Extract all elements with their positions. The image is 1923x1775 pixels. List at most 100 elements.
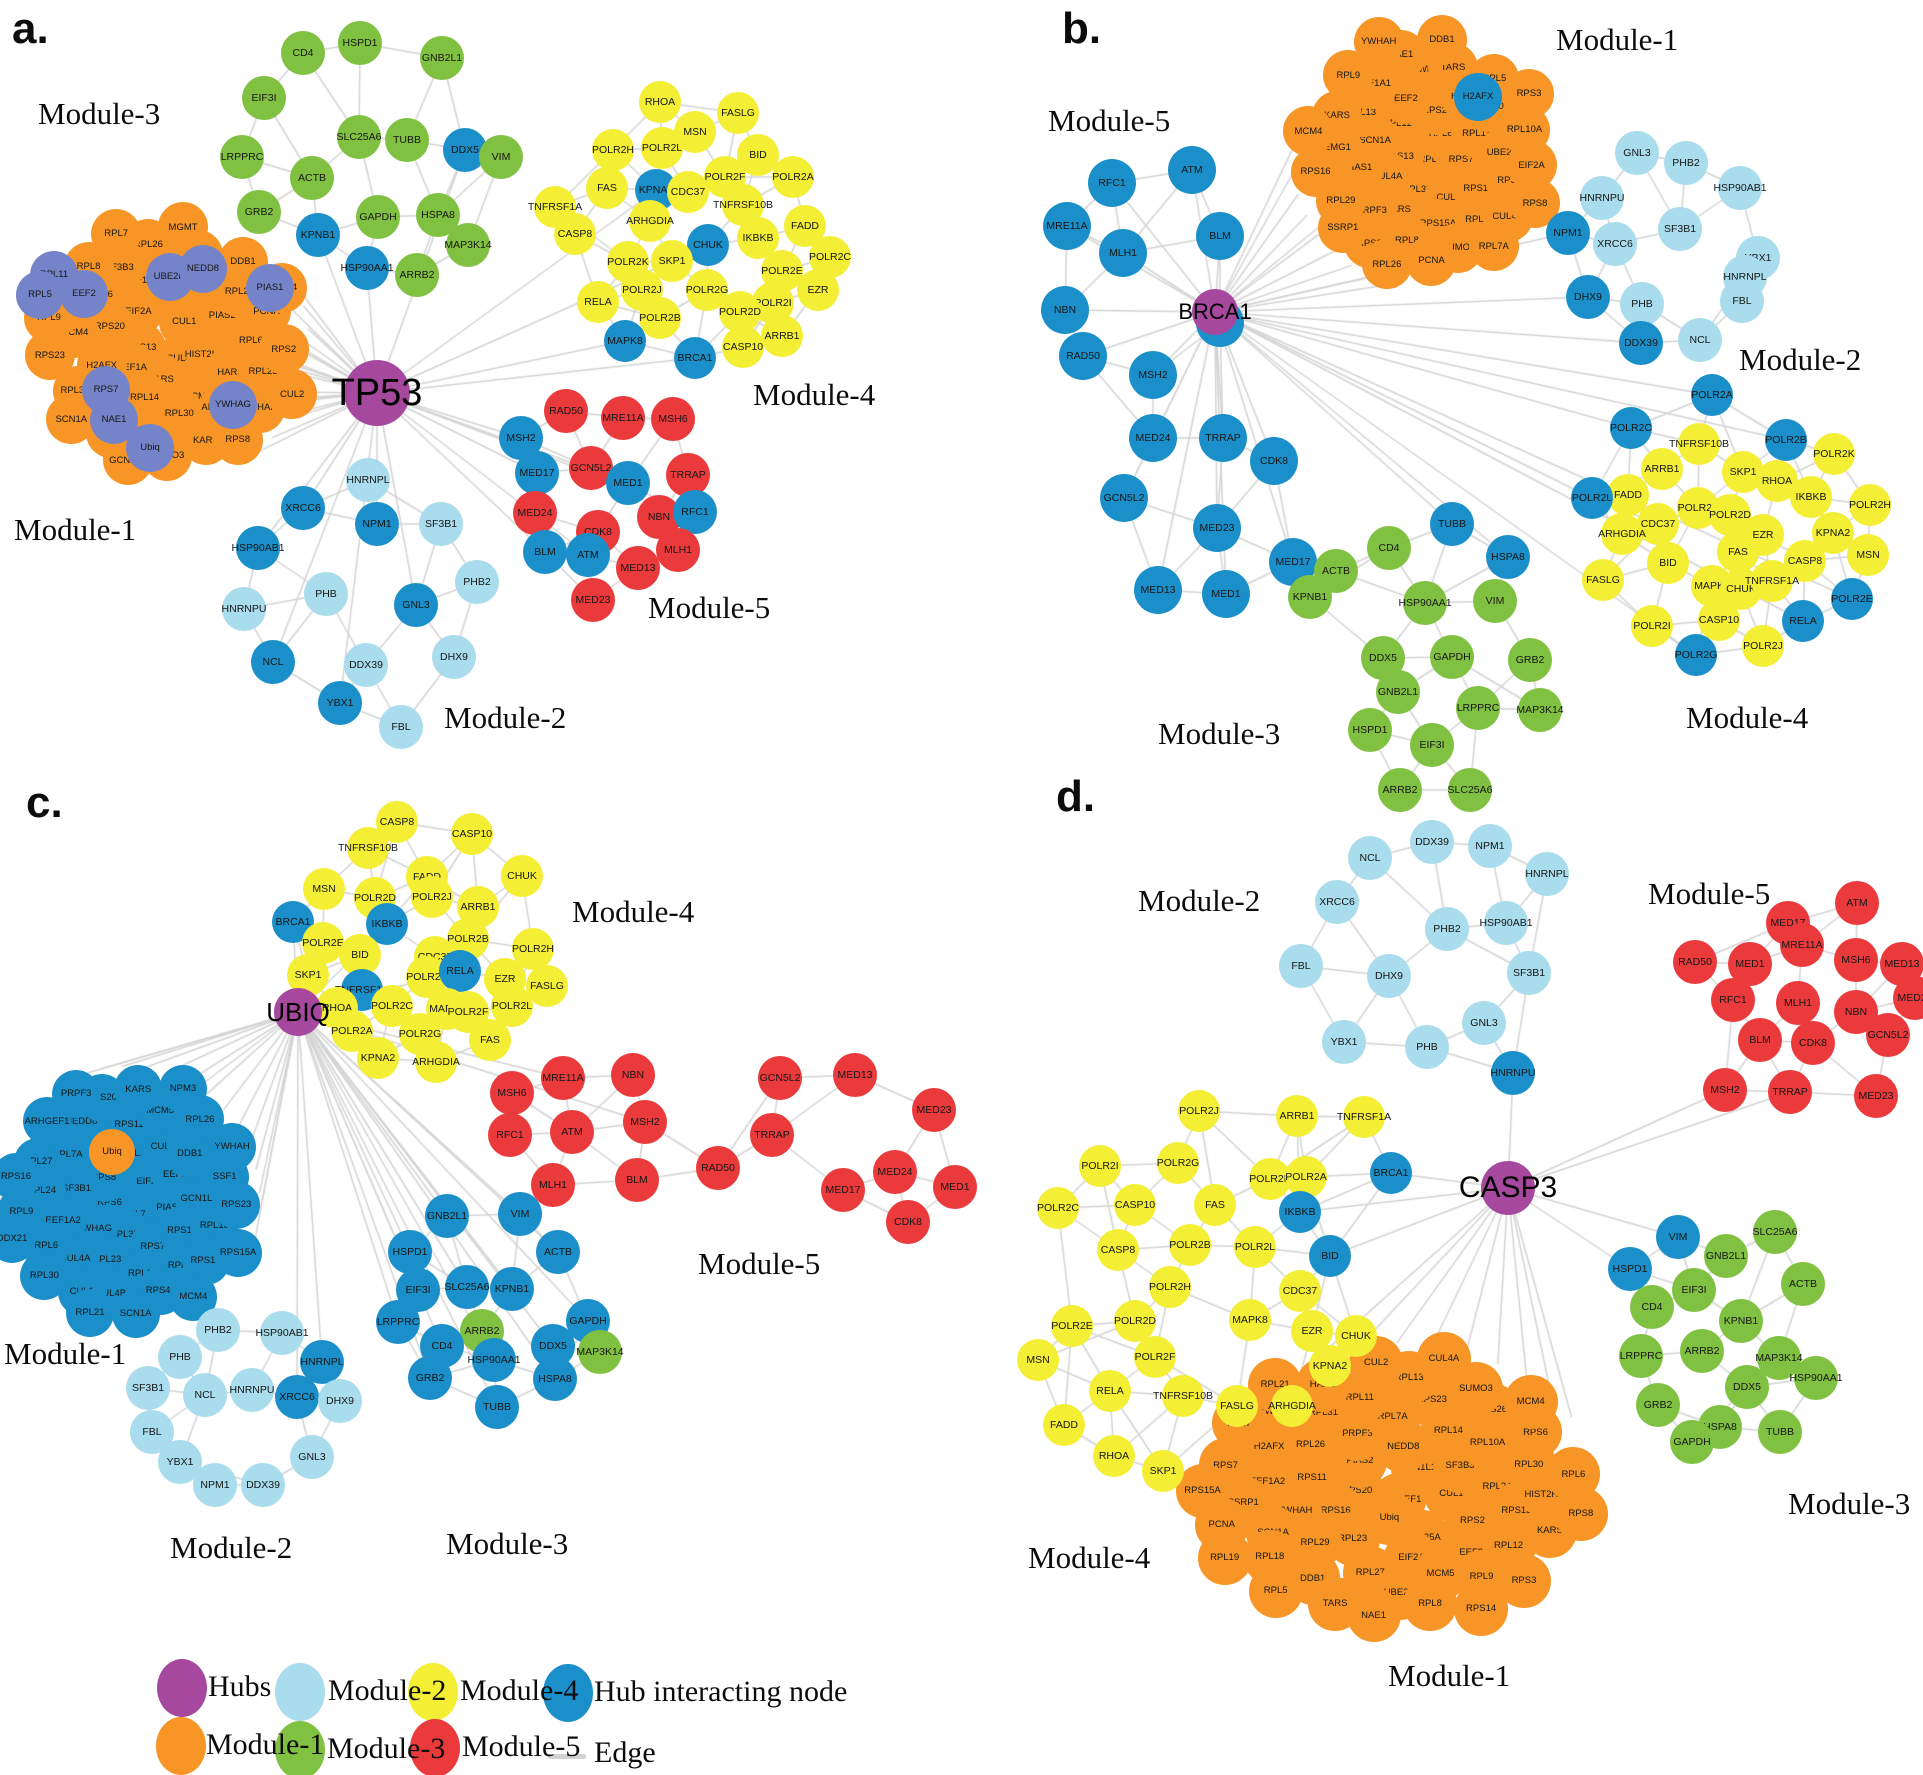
node-mgmt[interactable]: MGMT: [158, 202, 209, 253]
node-ubiq[interactable]: Ubiq: [126, 424, 174, 472]
node-polr2j[interactable]: POLR2J: [411, 876, 453, 918]
node-blm[interactable]: BLM: [1738, 1018, 1782, 1062]
node-rfc1[interactable]: RFC1: [1088, 159, 1136, 207]
node-polr2l[interactable]: POLR2L: [1234, 1226, 1276, 1268]
node-ikbkb[interactable]: IKBKB: [1279, 1191, 1321, 1233]
node-faslg[interactable]: FASLG: [1582, 559, 1624, 601]
node-gapdh[interactable]: GAPDH: [1430, 635, 1474, 679]
node-rad50[interactable]: RAD50: [696, 1146, 740, 1190]
node-bid[interactable]: BID: [1309, 1235, 1351, 1277]
node-phb2[interactable]: PHB2: [196, 1308, 240, 1352]
node-polr2i[interactable]: POLR2I: [1631, 605, 1673, 647]
node-mapk8[interactable]: MAPK8: [1229, 1299, 1271, 1341]
node-rps15a[interactable]: RPS15A: [1175, 1464, 1230, 1519]
node-kars[interactable]: KARS: [114, 1065, 163, 1114]
node-ddx39[interactable]: DDX39: [1619, 321, 1663, 365]
node-mre11a[interactable]: MRE11A: [541, 1056, 585, 1100]
node-skp1[interactable]: SKP1: [651, 240, 693, 282]
node-tnfrsf10b[interactable]: TNFRSF10B: [338, 827, 398, 869]
node-fas[interactable]: FAS: [1194, 1184, 1236, 1226]
node-actb[interactable]: ACTB: [290, 156, 334, 200]
node-polr2d[interactable]: POLR2D: [1114, 1300, 1156, 1342]
node-npm1[interactable]: NPM1: [193, 1463, 237, 1507]
node-med24[interactable]: MED24: [1129, 414, 1177, 462]
node-hsp90ab1[interactable]: HSP90AB1: [231, 526, 285, 570]
node-mcm4[interactable]: MCM4: [1283, 106, 1334, 157]
node-rps16[interactable]: RPS16: [0, 1153, 40, 1202]
node-phb[interactable]: PHB: [304, 572, 348, 616]
node-polr2g[interactable]: POLR2G: [1675, 634, 1717, 676]
node-xrcc6[interactable]: XRCC6: [275, 1375, 319, 1419]
node-msh2[interactable]: MSH2: [1129, 351, 1177, 399]
node-polr2i[interactable]: POLR2I: [1079, 1145, 1121, 1187]
node-lrpprc[interactable]: LRPPRC: [220, 135, 264, 179]
node-rpl5[interactable]: RPL5: [16, 271, 64, 319]
node-vim[interactable]: VIM: [498, 1192, 542, 1236]
node-mlh1[interactable]: MLH1: [656, 528, 700, 572]
node-polr2j[interactable]: POLR2J: [1742, 625, 1784, 667]
node-med13[interactable]: MED13: [616, 546, 660, 590]
node-rfc1[interactable]: RFC1: [488, 1113, 532, 1157]
node-casp8[interactable]: CASP8: [554, 213, 596, 255]
node-scn1a[interactable]: SCN1A: [111, 1289, 160, 1338]
node-ddx39[interactable]: DDX39: [241, 1463, 285, 1507]
node-cd4[interactable]: CD4: [1630, 1285, 1674, 1329]
node-msh6[interactable]: MSH6: [1834, 938, 1878, 982]
node-gcn5l2[interactable]: GCN5L2: [758, 1056, 802, 1100]
node-xrcc6[interactable]: XRCC6: [1315, 880, 1359, 924]
node-cd4[interactable]: CD4: [281, 31, 325, 75]
node-skp1[interactable]: SKP1: [1142, 1450, 1184, 1492]
node-grb2[interactable]: GRB2: [237, 190, 281, 234]
node-cdc37[interactable]: CDC37: [667, 171, 709, 213]
node-fbl[interactable]: FBL: [379, 705, 423, 749]
node-mre11a[interactable]: MRE11A: [1043, 202, 1091, 250]
node-trrap[interactable]: TRRAP: [750, 1113, 794, 1157]
node-xrcc6[interactable]: XRCC6: [1593, 222, 1637, 266]
node-cul4a[interactable]: CUL4A: [1416, 1332, 1471, 1387]
node-med23[interactable]: MED23: [1193, 504, 1241, 552]
node-kpnb1[interactable]: KPNB1: [296, 213, 340, 257]
node-hsp90ab1[interactable]: HSP90AB1: [255, 1311, 309, 1355]
node-fas[interactable]: FAS: [586, 167, 628, 209]
node-gnl3[interactable]: GNL3: [1462, 1001, 1506, 1045]
hub-casp3[interactable]: CASP3: [1459, 1161, 1557, 1215]
node-rad50[interactable]: RAD50: [1673, 940, 1717, 984]
node-med1[interactable]: MED1: [606, 461, 650, 505]
node-gnl3[interactable]: GNL3: [1615, 131, 1659, 175]
node-ddx39[interactable]: DDX39: [344, 643, 388, 687]
node-mlh1[interactable]: MLH1: [1099, 229, 1147, 277]
node-polr2h[interactable]: POLR2H: [1149, 1266, 1191, 1308]
node-ncl[interactable]: NCL: [251, 640, 295, 684]
node-gnl3[interactable]: GNL3: [394, 583, 438, 627]
node-faslg[interactable]: FASLG: [526, 965, 568, 1007]
node-casp10[interactable]: CASP10: [722, 326, 764, 368]
node-atm[interactable]: ATM: [1168, 146, 1216, 194]
node-med13[interactable]: MED13: [1134, 566, 1182, 614]
node-casp10[interactable]: CASP10: [1114, 1184, 1156, 1226]
node-dhx9[interactable]: DHX9: [1367, 954, 1411, 998]
node-hsp90aa1[interactable]: HSP90AA1: [340, 246, 394, 290]
node-atm[interactable]: ATM: [566, 533, 610, 577]
node-med24[interactable]: MED24: [513, 491, 557, 535]
node-msn[interactable]: MSN: [303, 868, 345, 910]
node-xrcc6[interactable]: XRCC6: [281, 486, 325, 530]
node-grb2[interactable]: GRB2: [408, 1356, 452, 1400]
node-ikbkb[interactable]: IKBKB: [1790, 476, 1832, 518]
node-phb2[interactable]: PHB2: [1664, 141, 1708, 185]
node-hsp90aa1[interactable]: HSP90AA1: [467, 1338, 521, 1382]
node-mcm4[interactable]: MCM4: [1503, 1374, 1558, 1429]
node-map3k14[interactable]: MAP3K14: [576, 1330, 624, 1374]
node-fadd[interactable]: FADD: [1043, 1404, 1085, 1446]
node-mlh1[interactable]: MLH1: [1776, 981, 1820, 1025]
node-hsp90ab1[interactable]: HSP90AB1: [1479, 901, 1533, 945]
node-cdk8[interactable]: CDK8: [886, 1200, 930, 1244]
node-tnfrsf10b[interactable]: TNFRSF10B: [1669, 423, 1729, 465]
node-rps2[interactable]: RPS2: [258, 324, 309, 375]
node-trrap[interactable]: TRRAP: [1199, 414, 1247, 462]
hub-ubiq[interactable]: UBIQ: [266, 988, 330, 1036]
node-med23[interactable]: MED23: [912, 1088, 956, 1132]
node-lrpprc[interactable]: LRPPRC: [1619, 1334, 1663, 1378]
node-med23[interactable]: MED23: [571, 578, 615, 622]
node-mlh1[interactable]: MLH1: [531, 1163, 575, 1207]
hub-brca1[interactable]: BRCA1: [1178, 289, 1252, 335]
